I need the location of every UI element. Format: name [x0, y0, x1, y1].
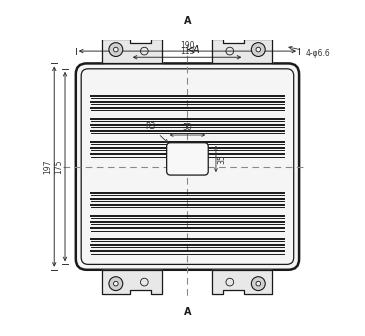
Circle shape [114, 47, 118, 52]
Text: 197: 197 [43, 159, 53, 174]
Text: 190: 190 [180, 41, 195, 50]
Circle shape [256, 47, 261, 52]
Circle shape [251, 43, 265, 56]
Text: 113: 113 [180, 47, 194, 56]
Text: 4-φ6.6: 4-φ6.6 [289, 46, 330, 58]
Polygon shape [212, 39, 272, 64]
Circle shape [109, 43, 123, 56]
Circle shape [114, 281, 118, 286]
Circle shape [256, 281, 261, 286]
Polygon shape [212, 270, 272, 294]
Polygon shape [102, 270, 162, 294]
Circle shape [109, 277, 123, 291]
Text: 50: 50 [182, 123, 192, 132]
Text: R3: R3 [145, 122, 168, 142]
FancyBboxPatch shape [167, 143, 208, 175]
Text: 175: 175 [54, 159, 64, 174]
Text: A: A [184, 16, 191, 27]
FancyBboxPatch shape [76, 64, 299, 270]
Text: A: A [192, 45, 199, 54]
Circle shape [251, 277, 265, 291]
Text: 35: 35 [218, 154, 227, 164]
Text: A: A [184, 307, 191, 317]
Polygon shape [102, 39, 162, 64]
